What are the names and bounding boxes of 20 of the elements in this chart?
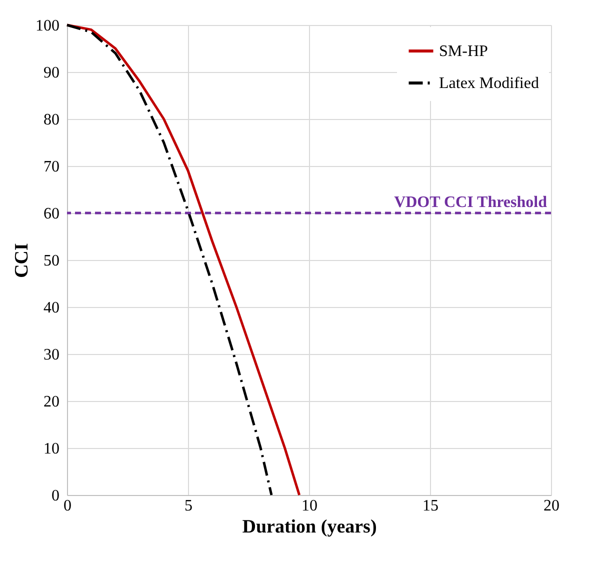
x-axis-title: Duration (years) <box>242 516 377 538</box>
y-tick-label: 40 <box>44 300 60 316</box>
x-tick-label: 10 <box>302 498 318 514</box>
x-tick-label: 15 <box>422 498 438 514</box>
legend-label: Latex Modified <box>439 75 539 92</box>
y-tick-label: 50 <box>44 252 60 270</box>
y-tick-label: 60 <box>44 206 60 222</box>
x-tick-label: 5 <box>184 498 192 514</box>
legend-label: SM-HP <box>439 43 488 60</box>
x-tick-label: 0 <box>64 498 72 514</box>
y-tick-label: 70 <box>44 158 60 176</box>
y-tick-label: 10 <box>44 440 60 458</box>
y-tick-label: 90 <box>44 64 60 82</box>
y-tick-label: 100 <box>36 18 60 34</box>
x-tick-label: 20 <box>544 498 560 514</box>
y-tick-label: 30 <box>44 346 60 364</box>
y-axis-title: CCI <box>12 243 32 278</box>
ref-line-label: VDOT CCI Threshold <box>394 194 548 211</box>
y-tick-label: 20 <box>44 394 60 410</box>
y-tick-label: 80 <box>44 112 60 128</box>
